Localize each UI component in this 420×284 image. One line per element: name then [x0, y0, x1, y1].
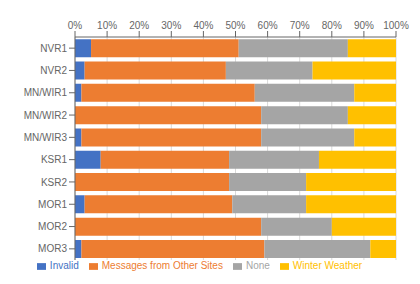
html-text:Messages from Other Sites: Messages from Other Sites — [101, 260, 223, 271]
html-text:Invalid: Invalid — [49, 260, 79, 271]
svg-text:90%: 90% — [354, 20, 374, 31]
html-text:None: None — [245, 260, 270, 271]
svg-text:MN/WIR3: MN/WIR3 — [24, 132, 68, 143]
svg-text:MOR3: MOR3 — [38, 243, 67, 254]
svg-text:50%: 50% — [225, 20, 245, 31]
svg-text:MOR1: MOR1 — [38, 199, 67, 210]
svg-text:40%: 40% — [193, 20, 213, 31]
svg-text:MN/WIR1: MN/WIR1 — [24, 87, 68, 98]
svg-text:70%: 70% — [290, 20, 310, 31]
svg-text:10%: 10% — [97, 20, 117, 31]
svg-text:20%: 20% — [129, 20, 149, 31]
svg-text:60%: 60% — [258, 20, 278, 31]
svg-text:NVR1: NVR1 — [40, 43, 67, 54]
svg-text:KSR1: KSR1 — [41, 154, 68, 165]
svg-text:0%: 0% — [68, 20, 83, 31]
html-text:Winter Weather: Winter Weather — [292, 260, 363, 271]
svg-text:KSR2: KSR2 — [41, 177, 68, 188]
svg-text:NVR2: NVR2 — [40, 65, 67, 76]
svg-text:MN/WIR2: MN/WIR2 — [24, 110, 68, 121]
svg-text:MOR2: MOR2 — [38, 221, 67, 232]
svg-text:100%: 100% — [383, 20, 409, 31]
svg-text:30%: 30% — [161, 20, 181, 31]
svg-text:80%: 80% — [322, 20, 342, 31]
